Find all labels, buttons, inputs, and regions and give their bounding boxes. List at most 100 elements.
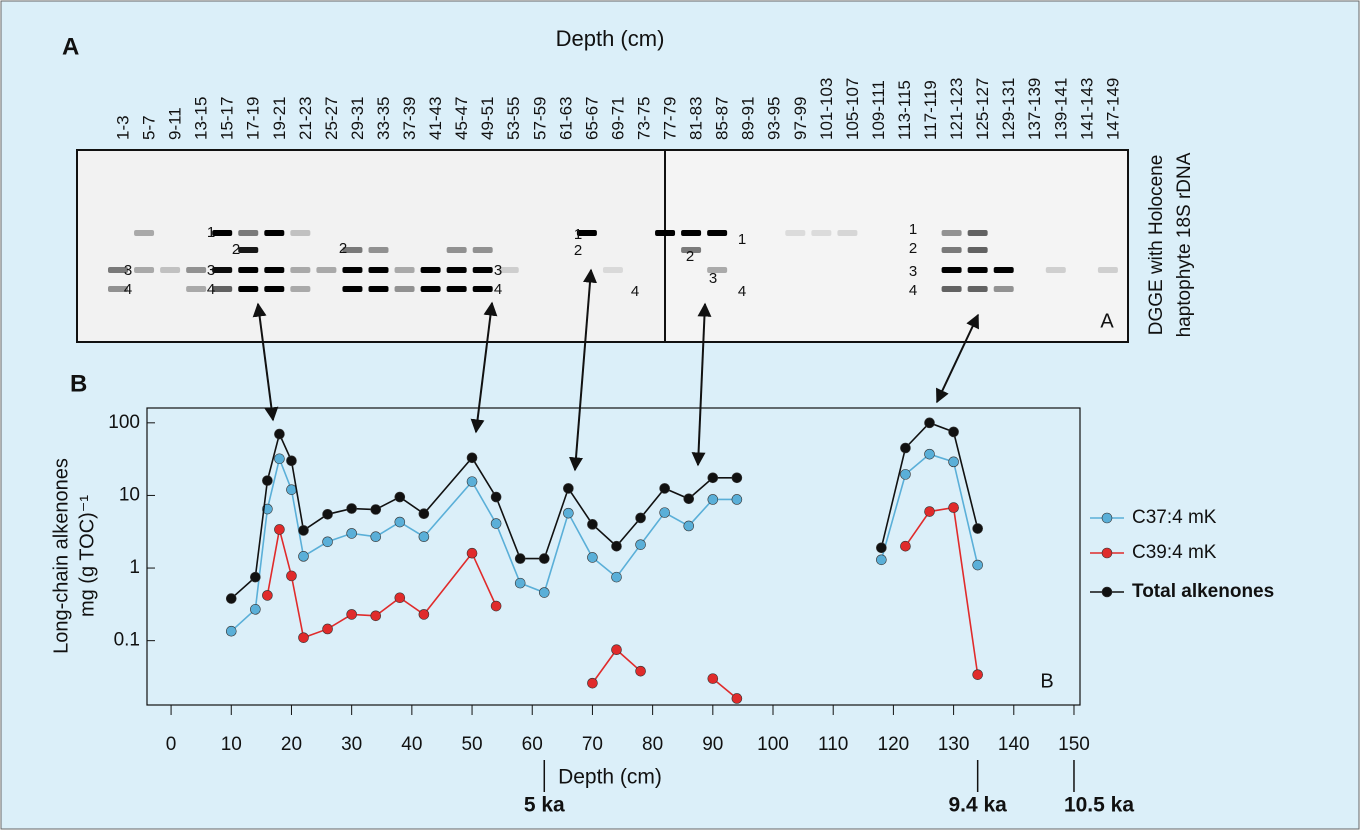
lane-label: 65-67: [582, 97, 601, 140]
gel-band: [368, 286, 389, 292]
data-point: [370, 531, 382, 543]
data-point: [418, 531, 430, 543]
data-point: [635, 665, 646, 677]
y-tick-label: 0.1: [114, 630, 140, 651]
gel-band: [368, 247, 389, 253]
panel-a-title: Depth (cm): [556, 26, 665, 51]
data-point: [900, 442, 911, 454]
band-label: 2: [909, 240, 917, 257]
data-point: [972, 669, 983, 680]
lane-label: 93-95: [765, 97, 784, 140]
legend-label: C39:4 mK: [1132, 542, 1217, 563]
gel-band: [967, 247, 988, 253]
lane-label: 57-59: [530, 97, 549, 140]
gel-band: [707, 267, 728, 273]
gel-band: [1097, 267, 1118, 273]
data-point: [707, 673, 719, 684]
data-point: [611, 540, 622, 552]
data-point: [972, 559, 983, 571]
panel-letter: A: [62, 33, 79, 60]
data-point: [924, 448, 935, 460]
legend-dot: [1101, 586, 1113, 598]
gel-band: [264, 230, 285, 236]
lane-label: 139-141: [1051, 78, 1070, 140]
data-point: [298, 551, 309, 562]
lane-label: 25-27: [322, 97, 341, 140]
lane-label: 89-91: [739, 97, 758, 140]
data-point: [731, 693, 743, 704]
x-tick-label: 150: [1058, 734, 1090, 755]
band-label: 2: [232, 241, 240, 258]
data-point: [972, 523, 983, 534]
lane-label: 81-83: [687, 97, 706, 140]
legend-label: C37:4 mK: [1132, 507, 1217, 528]
gel-band: [134, 267, 155, 273]
gel-band: [316, 267, 337, 273]
x-tick-label: 30: [341, 734, 362, 755]
data-point: [418, 609, 430, 620]
gel-band: [342, 286, 363, 292]
lane-label: 41-43: [426, 97, 445, 140]
data-point: [322, 508, 333, 520]
lane-label: 17-19: [244, 97, 263, 140]
lane-label: 113-115: [895, 80, 914, 140]
data-point: [900, 469, 911, 480]
gel-band: [967, 286, 988, 292]
gel-band: [941, 286, 962, 292]
band-label: 4: [631, 283, 639, 300]
data-point: [274, 524, 285, 535]
band-label: 4: [494, 281, 502, 298]
arrows: [252, 268, 979, 472]
data-point: [683, 520, 695, 532]
band-label: 4: [124, 281, 132, 298]
data-point: [262, 475, 273, 486]
lane-label: 61-63: [556, 97, 575, 140]
legend-dot: [1101, 547, 1113, 559]
gel-band: [238, 286, 259, 292]
data-point: [900, 540, 911, 552]
data-point: [394, 491, 406, 503]
gel-band: [394, 267, 415, 273]
gel-band: [342, 247, 363, 253]
lane-label: 137-139: [1025, 78, 1044, 140]
gel-band: [941, 267, 962, 273]
data-point: [924, 417, 935, 429]
lane-label: 117-119: [921, 80, 940, 140]
data-point: [731, 494, 743, 505]
gel-band: [1045, 267, 1066, 273]
age-label: 9.4 ka: [948, 794, 1007, 817]
gel-band: [707, 230, 728, 236]
gel-band: [212, 230, 233, 236]
data-point: [659, 483, 670, 494]
gel-band: [993, 286, 1014, 292]
data-point: [298, 632, 309, 643]
arrow: [470, 301, 498, 434]
data-point: [731, 472, 743, 484]
band-label: 1: [574, 226, 582, 243]
data-point: [538, 553, 550, 564]
panel-letter: B: [70, 370, 87, 397]
gel-band: [264, 267, 285, 273]
lane-label: 97-99: [791, 97, 810, 140]
data-point: [948, 502, 959, 513]
data-point: [707, 494, 719, 505]
data-point: [274, 428, 285, 440]
lane-label: 15-17: [218, 97, 237, 140]
y-tick-label: 1: [129, 557, 140, 578]
lane-label: 37-39: [400, 97, 419, 140]
lane-label: 19-21: [270, 97, 289, 140]
lane-label: 53-55: [504, 97, 523, 140]
y-tick-label: 100: [108, 412, 140, 433]
data-point: [346, 503, 357, 514]
gel-band: [108, 286, 128, 292]
x-tick-label: 80: [642, 734, 663, 755]
band-label: 1: [909, 221, 917, 238]
gel-band: [420, 267, 441, 273]
lane-label: 49-51: [478, 97, 497, 140]
x-tick-label: 50: [461, 734, 482, 755]
gel-band: [446, 286, 467, 292]
band-label: 4: [207, 281, 215, 298]
gel-band: [655, 230, 676, 236]
gel-band: [941, 247, 962, 253]
